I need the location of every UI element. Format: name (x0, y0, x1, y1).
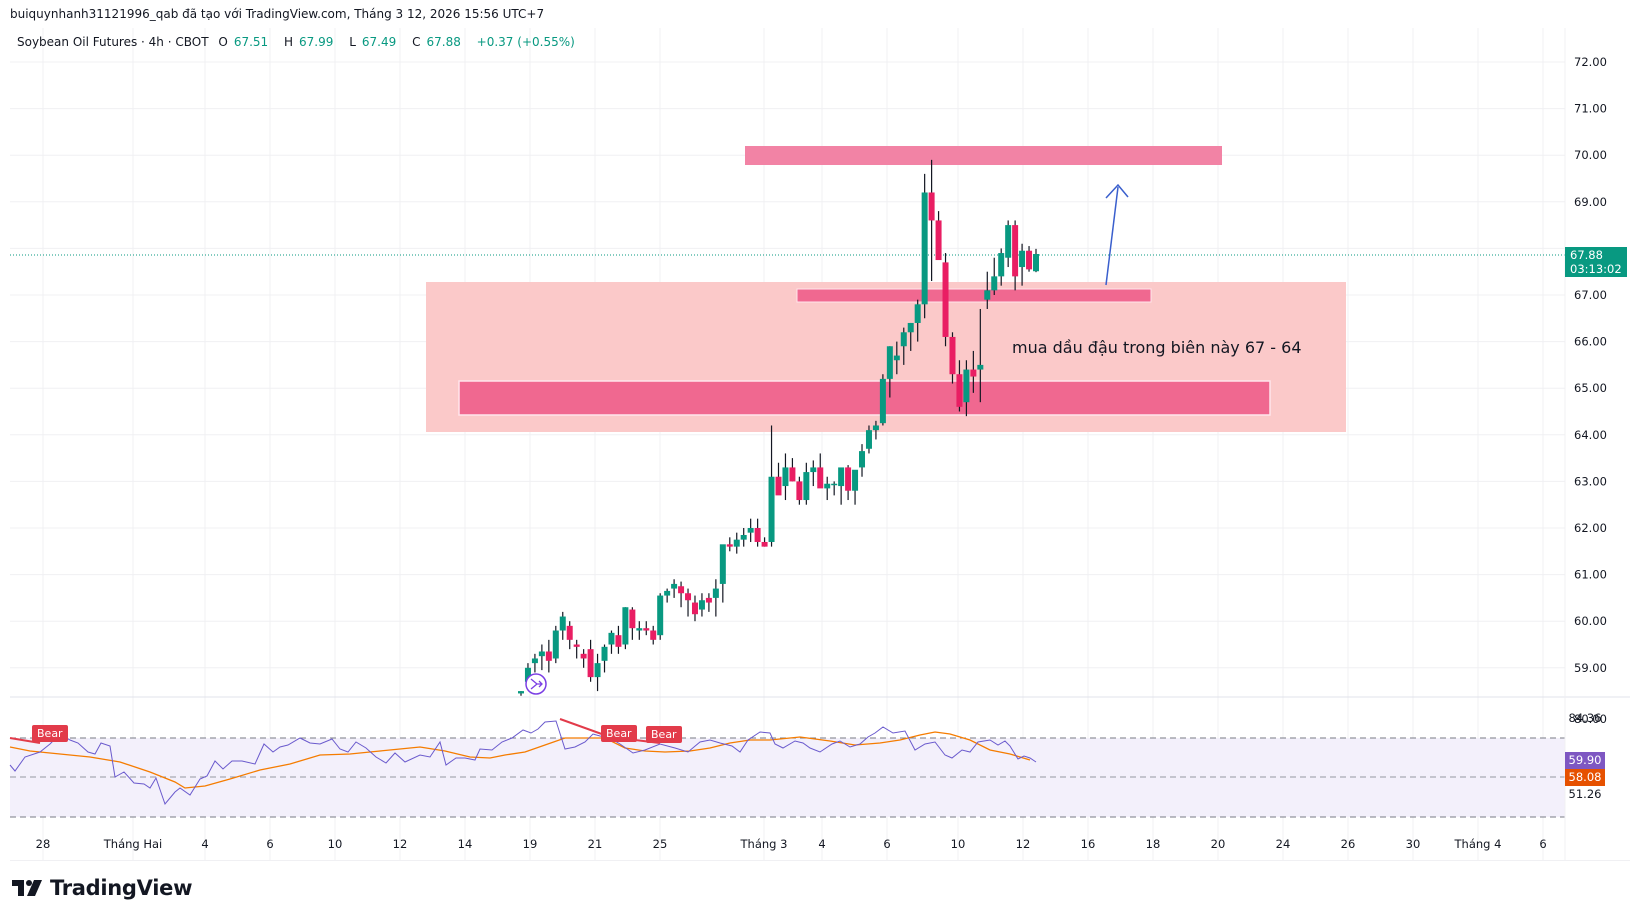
rsi-lower-value: 51.26 (1568, 787, 1602, 801)
price-tick: 63.00 (1574, 474, 1607, 488)
low-value: 67.49 (361, 35, 397, 49)
tradingview-logo-text: TradingView (50, 876, 193, 900)
time-axis[interactable]: 28 Tháng Hai 4 6 10 12 14 19 21 25 Tháng 3 4 6 10 12 16… (36, 837, 1547, 851)
price-tick: 69.00 (1574, 195, 1607, 209)
price-tick: 64.00 (1574, 428, 1607, 442)
time-tick: 20 (1211, 837, 1226, 851)
rsi-ma-line (9, 731, 1031, 789)
support-band[interactable] (458, 380, 1271, 416)
price-tick: 66.00 (1574, 335, 1607, 349)
price-tick: 70.00 (1574, 148, 1607, 162)
price-tick: 62.00 (1574, 521, 1607, 535)
close-value: 67.88 (426, 35, 461, 49)
replay-icon[interactable] (525, 673, 547, 695)
time-tick: Tháng 4 (1454, 837, 1502, 851)
time-tick: 6 (1539, 837, 1546, 851)
bar-countdown: 03:13:02 (1570, 262, 1622, 276)
time-tick: 4 (818, 837, 825, 851)
time-tick: 4 (201, 837, 208, 851)
symbol-legend: Soybean Oil Futures · 4h · CBOT O 67.51 H… (17, 35, 581, 49)
time-tick: 26 (1341, 837, 1356, 851)
tradingview-logo[interactable]: TradingView (12, 876, 192, 900)
open-label: O (218, 35, 228, 49)
time-tick: 25 (653, 837, 668, 851)
low-label: L (349, 35, 356, 49)
arrow-up-icon[interactable] (1105, 183, 1129, 286)
price-tick: 59.00 (1574, 661, 1607, 675)
price-tick: 61.00 (1574, 568, 1607, 582)
candlestick-series (518, 159, 1039, 696)
time-tick: 21 (588, 837, 603, 851)
time-tick: 16 (1081, 837, 1096, 851)
symbol-name: Soybean Oil Futures · 4h · CBOT (17, 35, 209, 49)
time-tick: 10 (951, 837, 966, 851)
price-tick: 67.00 (1574, 288, 1607, 302)
last-price-value: 67.88 (1570, 248, 1603, 262)
time-tick: 30 (1406, 837, 1421, 851)
last-price-tag: 67.88 03:13:02 (1565, 247, 1627, 277)
bear-divergence-label: Bear (601, 725, 637, 742)
bear-divergence-label: Bear (32, 725, 68, 742)
price-axis[interactable]: 72.00 71.00 70.00 69.00 67.00 66.00 65.00 64.00… (1574, 55, 1607, 726)
price-tick: 65.00 (1574, 381, 1607, 395)
rsi-value-tag: 59.90 (1565, 752, 1605, 769)
time-tick: 12 (1016, 837, 1031, 851)
target-band[interactable] (745, 146, 1222, 165)
high-value: 67.99 (299, 35, 334, 49)
open-value: 67.51 (233, 35, 269, 49)
price-tick: 71.00 (1574, 102, 1607, 116)
time-tick: 28 (36, 837, 51, 851)
bear-divergence-label: Bear (646, 726, 682, 743)
breakout-band[interactable] (796, 288, 1152, 303)
annotation-text[interactable]: mua dầu đậu trong biên này 67 - 64 (1012, 338, 1302, 357)
time-tick: 6 (883, 837, 890, 851)
chart-frame[interactable] (10, 28, 1630, 861)
time-tick: Tháng 3 (740, 837, 788, 851)
rsi-line (9, 720, 1037, 806)
time-tick: 18 (1146, 837, 1161, 851)
rsi-ma-value-tag: 58.08 (1565, 769, 1605, 786)
high-label: H (284, 35, 294, 49)
price-tick: 60.00 (1574, 614, 1607, 628)
time-tick: 12 (393, 837, 408, 851)
time-tick: 10 (328, 837, 343, 851)
time-tick: 19 (523, 837, 538, 851)
tradingview-logo-icon (12, 880, 42, 896)
time-tick: 14 (458, 837, 473, 851)
change-value: +0.37 (+0.55%) (476, 35, 575, 49)
rsi-divergence-line (9, 737, 41, 744)
rsi-tick: 80.00 (1574, 712, 1607, 726)
close-label: C (412, 35, 421, 49)
time-tick: Tháng Hai (103, 837, 163, 851)
price-tick: 72.00 (1574, 55, 1607, 69)
rsi-upper-value: 84.36 (1568, 711, 1602, 725)
time-tick: 6 (266, 837, 273, 851)
attribution-header: buiquynhanh31121996_qab đã tạo với Tradi… (10, 7, 545, 21)
time-tick: 24 (1276, 837, 1291, 851)
